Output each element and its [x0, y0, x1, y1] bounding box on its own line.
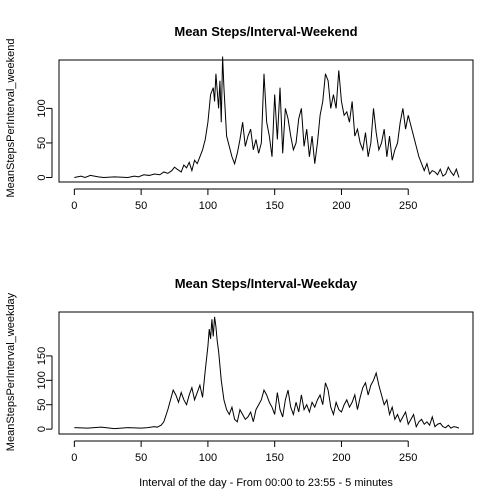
- y-tick-label: 50: [36, 399, 48, 411]
- x-tick-label: 200: [332, 200, 350, 212]
- x-tick-label: 250: [399, 452, 417, 464]
- x-tick-label: 0: [71, 452, 77, 464]
- weekend-title: Mean Steps/Interval-Weekend: [174, 24, 357, 39]
- weekday-x-axis: 0 50 100 150 200 250: [71, 440, 417, 464]
- weekend-x-axis: 0 50 100 150 200 250: [71, 188, 417, 212]
- weekday-y-axis: 0 50 100 150: [36, 347, 53, 432]
- y-tick-label: 150: [36, 347, 48, 365]
- weekday-panel: Mean Steps/Interval-Weekday 0 50 100 150 200…: [5, 276, 474, 489]
- x-tick-label: 50: [135, 452, 147, 464]
- weekday-x-axis-label: Interval of the day - From 00:00 to 23:5…: [139, 477, 393, 489]
- weekend-y-axis: 0 50 100: [36, 99, 53, 181]
- weekday-steps-line: [74, 316, 460, 430]
- y-tick-label: 100: [36, 99, 48, 117]
- y-tick-label: 50: [36, 137, 48, 149]
- weekday-y-axis-label: MeanStepsPerInterval_weekday: [5, 292, 17, 451]
- y-tick-label: 0: [36, 426, 48, 432]
- y-tick-label: 0: [36, 174, 48, 180]
- x-tick-label: 50: [135, 200, 147, 212]
- x-tick-label: 100: [199, 200, 217, 212]
- x-tick-label: 0: [71, 200, 77, 212]
- x-tick-label: 150: [266, 452, 284, 464]
- weekend-y-axis-label: MeanStepsPerInterval_weekend: [5, 39, 17, 198]
- y-tick-label: 100: [36, 371, 48, 389]
- weekend-plot-frame: [58, 59, 474, 183]
- x-tick-label: 200: [332, 452, 350, 464]
- x-tick-label: 100: [199, 452, 217, 464]
- weekday-title: Mean Steps/Interval-Weekday: [175, 276, 358, 291]
- x-tick-label: 150: [266, 200, 284, 212]
- weekend-panel: Mean Steps/Interval-Weekend 0 50 100 150 200…: [5, 24, 474, 212]
- weekend-steps-line: [74, 56, 460, 179]
- x-tick-label: 250: [399, 200, 417, 212]
- weekday-plot-frame: [58, 311, 474, 435]
